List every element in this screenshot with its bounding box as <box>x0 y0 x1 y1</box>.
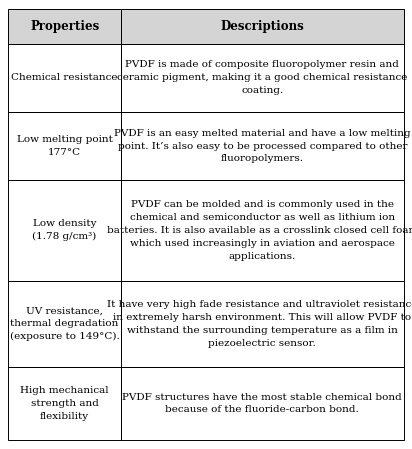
Bar <box>121 367 404 440</box>
Bar <box>121 367 404 440</box>
Text: PVDF is made of composite fluoropolymer resin and
ceramic pigment, making it a g: PVDF is made of composite fluoropolymer … <box>117 61 407 95</box>
Bar <box>121 180 404 281</box>
Bar <box>8 9 121 44</box>
Bar <box>8 281 121 367</box>
Bar <box>8 367 121 440</box>
Bar <box>8 281 121 367</box>
Bar <box>8 112 121 180</box>
Bar <box>121 112 404 180</box>
Bar <box>121 9 404 44</box>
Text: PVDF is an easy melted material and have a low melting
point. It’s also easy to : PVDF is an easy melted material and have… <box>114 129 411 163</box>
Bar <box>8 44 121 112</box>
Bar <box>121 9 404 44</box>
Bar <box>121 281 404 367</box>
Bar <box>121 281 404 367</box>
Bar <box>121 44 404 112</box>
Text: Chemical resistance: Chemical resistance <box>12 73 118 82</box>
Text: Low density
(1.78 g/cm³): Low density (1.78 g/cm³) <box>33 220 97 242</box>
Text: UV resistance,
thermal degradation
(exposure to 149°C).: UV resistance, thermal degradation (expo… <box>10 306 119 341</box>
Bar <box>121 44 404 112</box>
Bar <box>121 180 404 281</box>
Bar <box>8 9 121 44</box>
Text: PVDF structures have the most stable chemical bond
because of the fluoride-carbo: PVDF structures have the most stable che… <box>122 392 402 414</box>
Bar <box>8 180 121 281</box>
Text: Properties: Properties <box>30 20 99 33</box>
Bar <box>8 180 121 281</box>
Text: Low melting point
177°C: Low melting point 177°C <box>16 135 112 157</box>
Text: PVDF can be molded and is commonly used in the
chemical and semiconductor as wel: PVDF can be molded and is commonly used … <box>107 200 412 260</box>
Bar <box>8 367 121 440</box>
Text: High mechanical
strength and
flexibility: High mechanical strength and flexibility <box>20 386 109 421</box>
Bar <box>8 44 121 112</box>
Text: Descriptions: Descriptions <box>220 20 304 33</box>
Bar <box>121 112 404 180</box>
Text: It have very high fade resistance and ultraviolet resistance
in extremely harsh : It have very high fade resistance and ul… <box>107 300 412 348</box>
Bar <box>8 112 121 180</box>
